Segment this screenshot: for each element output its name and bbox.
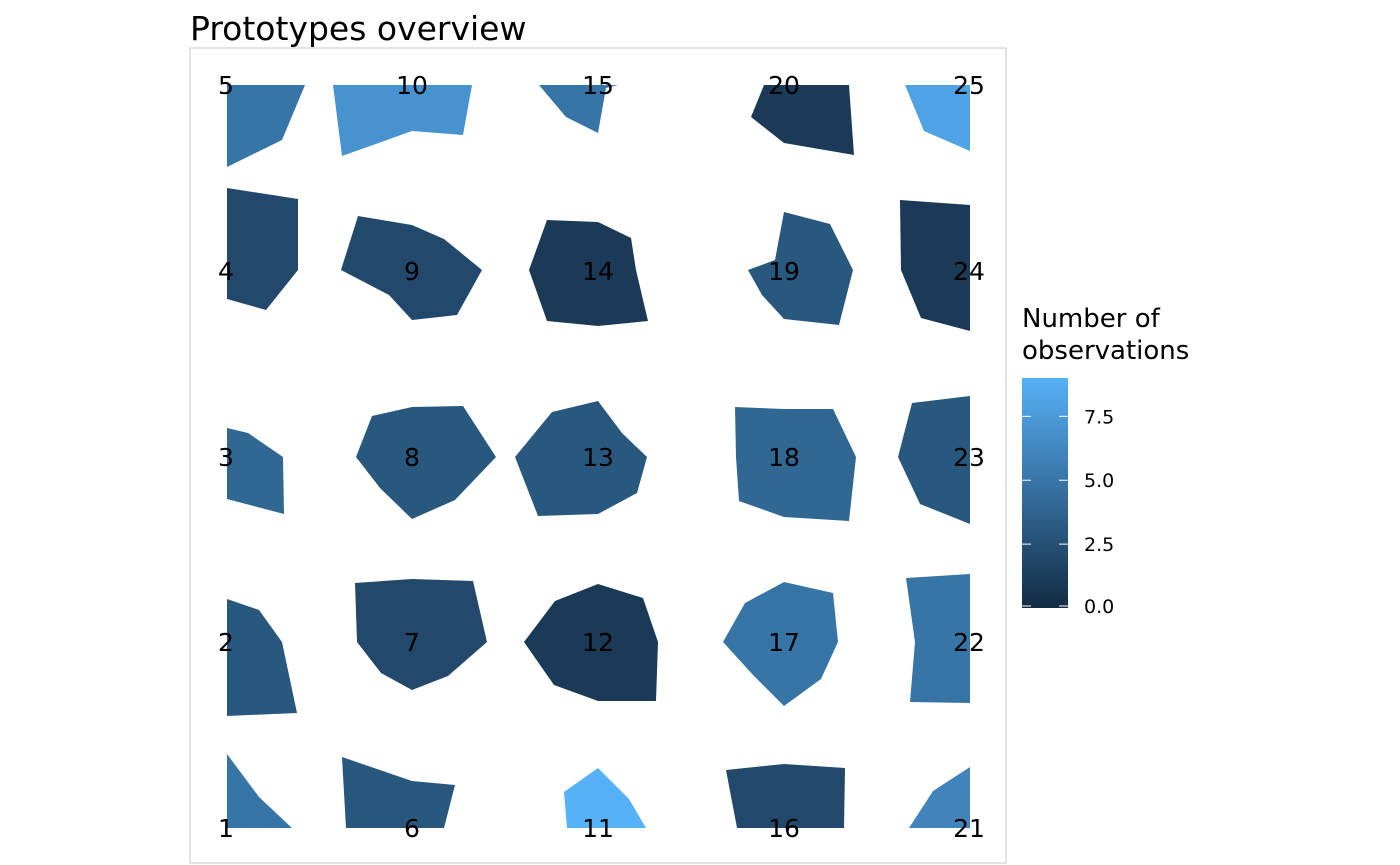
legend-title-line-2: observations [1022, 336, 1189, 366]
prototype-shape-24 [900, 200, 970, 331]
prototype-label-6: 6 [404, 814, 420, 843]
prototype-label-24: 24 [953, 257, 985, 286]
prototype-label-18: 18 [768, 443, 800, 472]
prototype-shape-2 [227, 599, 297, 716]
prototype-label-13: 13 [582, 443, 614, 472]
legend-colorbar [1022, 378, 1068, 608]
prototype-label-3: 3 [218, 443, 234, 472]
prototype-shape-9 [341, 216, 482, 320]
prototype-shape-11 [564, 768, 646, 828]
prototype-shape-7 [355, 579, 487, 690]
prototype-shape-6 [342, 757, 455, 828]
prototype-label-17: 17 [768, 628, 800, 657]
prototype-label-23: 23 [953, 443, 985, 472]
prototype-shape-10 [333, 85, 472, 156]
prototype-label-16: 16 [768, 814, 800, 843]
prototype-label-21: 21 [953, 814, 985, 843]
prototype-shape-3 [227, 428, 284, 514]
prototype-label-4: 4 [218, 257, 234, 286]
prototype-label-5: 5 [218, 71, 234, 100]
prototype-shape-19 [748, 212, 853, 325]
legend-tick-label-2: 5.0 [1084, 470, 1114, 492]
color-legend: Number of observations 0.0 2.5 5.0 7.5 [1022, 304, 1189, 618]
legend-tick-label-1: 2.5 [1084, 534, 1114, 556]
prototype-shape-13 [515, 401, 647, 516]
prototype-label-8: 8 [404, 443, 420, 472]
prototype-label-10: 10 [396, 71, 428, 100]
prototype-shape-1 [227, 754, 292, 828]
prototype-label-9: 9 [404, 257, 420, 286]
prototype-label-14: 14 [582, 257, 614, 286]
prototype-shape-23 [898, 396, 970, 524]
prototype-label-22: 22 [953, 628, 985, 657]
prototype-shape-14 [529, 220, 648, 326]
prototype-shape-16 [726, 764, 845, 828]
prototype-label-25: 25 [953, 71, 985, 100]
prototype-label-12: 12 [582, 628, 614, 657]
prototype-label-11: 11 [582, 814, 614, 843]
prototype-label-7: 7 [404, 628, 420, 657]
prototype-label-2: 2 [218, 628, 234, 657]
legend-tick-label-3: 7.5 [1084, 406, 1114, 428]
prototype-shape-5 [227, 85, 305, 167]
prototype-shape-15 [539, 85, 618, 133]
prototype-label-15: 15 [582, 71, 614, 100]
prototype-shape-25 [905, 85, 970, 151]
prototype-label-1: 1 [218, 814, 234, 843]
prototype-shape-17 [723, 582, 838, 706]
legend-ticks: 0.0 2.5 5.0 7.5 [1022, 406, 1114, 618]
prototype-shape-20 [751, 85, 854, 155]
prototype-label-20: 20 [768, 71, 800, 100]
plot-panel [189, 47, 1007, 864]
prototype-shape-22 [906, 574, 970, 703]
prototype-shape-21 [909, 767, 970, 828]
legend-tick-label-0: 0.0 [1084, 596, 1114, 618]
prototype-shape-18 [735, 407, 856, 521]
prototype-label-19: 19 [768, 257, 800, 286]
prototype-shape-4 [227, 188, 298, 310]
prototype-shape-12 [524, 584, 658, 701]
prototype-cells: 1234567891011121314151617181920212223242… [218, 71, 985, 843]
legend-title-line-1: Number of [1022, 304, 1161, 334]
prototype-shape-8 [356, 406, 496, 519]
chart-title: Prototypes overview [190, 9, 526, 48]
